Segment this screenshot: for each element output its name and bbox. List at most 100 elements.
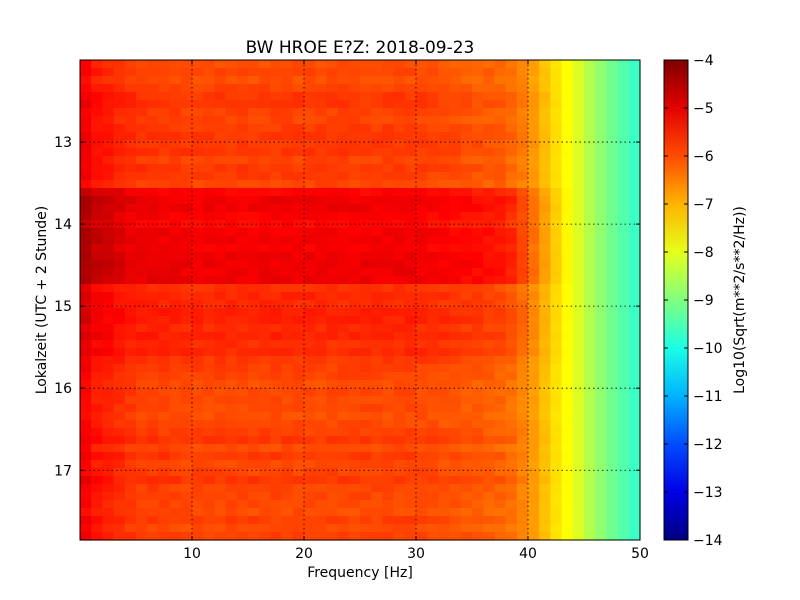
heatmap-cell <box>248 340 260 349</box>
heatmap-cell <box>483 364 495 373</box>
heatmap-cell <box>203 468 215 477</box>
heatmap-cell <box>270 388 283 397</box>
heatmap-cell <box>180 244 193 253</box>
heatmap-cell <box>595 116 607 125</box>
heatmap-cell <box>192 468 204 477</box>
heatmap-cell <box>595 84 607 93</box>
heatmap-cell <box>572 236 585 245</box>
heatmap-cell <box>516 84 529 93</box>
heatmap-cell <box>539 404 551 413</box>
heatmap-cell <box>427 500 439 509</box>
heatmap-cell <box>180 340 193 349</box>
heatmap-cell <box>561 132 574 141</box>
heatmap-cell <box>248 364 260 373</box>
heatmap-cell <box>304 180 316 189</box>
heatmap-cell <box>292 76 305 85</box>
heatmap-cell <box>483 428 495 437</box>
heatmap-cell <box>416 348 428 357</box>
heatmap-cell <box>572 188 585 197</box>
heatmap-cell <box>572 228 585 237</box>
heatmap-cell <box>136 124 148 133</box>
heatmap-cell <box>214 268 227 277</box>
heatmap-cell <box>360 260 372 269</box>
heatmap-cell <box>281 228 294 237</box>
heatmap-cell <box>572 196 585 205</box>
heatmap-cell <box>561 396 574 405</box>
heatmap-cell <box>203 204 215 213</box>
heatmap-cell <box>315 124 327 133</box>
heatmap-cell <box>248 436 260 445</box>
heatmap-cell <box>617 340 630 349</box>
heatmap-cell <box>561 476 574 485</box>
heatmap-cell <box>393 252 406 261</box>
heatmap-cell <box>102 244 115 253</box>
heatmap-cell <box>628 444 641 453</box>
heatmap-cell <box>326 444 339 453</box>
heatmap-cell <box>348 100 361 109</box>
heatmap-cell <box>606 228 619 237</box>
heatmap-cell <box>572 140 585 149</box>
heatmap-cell <box>584 396 596 405</box>
heatmap-cell <box>371 372 383 381</box>
heatmap-cell <box>326 532 339 541</box>
heatmap-cell <box>270 76 283 85</box>
heatmap-cell <box>225 524 238 533</box>
heatmap-cell <box>472 92 484 101</box>
heatmap-cell <box>360 276 372 285</box>
heatmap-cell <box>438 436 451 445</box>
heatmap-cell <box>169 164 182 173</box>
heatmap-cell <box>337 436 350 445</box>
heatmap-cell <box>393 84 406 93</box>
heatmap-cell <box>494 308 507 317</box>
heatmap-cell <box>460 116 473 125</box>
heatmap-cell <box>550 268 563 277</box>
heatmap-cell <box>584 276 596 285</box>
heatmap-cell <box>315 412 327 421</box>
heatmap-cell <box>460 196 473 205</box>
heatmap-cell <box>292 164 305 173</box>
heatmap-cell <box>360 324 372 333</box>
heatmap-cell <box>348 148 361 157</box>
heatmap-cell <box>102 132 115 141</box>
heatmap-cell <box>80 228 92 237</box>
heatmap-cell <box>180 260 193 269</box>
heatmap-cell <box>505 388 518 397</box>
heatmap-cell <box>113 212 126 221</box>
heatmap-cell <box>528 164 540 173</box>
heatmap-cell <box>326 348 339 357</box>
heatmap-cell <box>449 380 462 389</box>
heatmap-cell <box>449 156 462 165</box>
heatmap-cell <box>248 316 260 325</box>
heatmap-cell <box>472 348 484 357</box>
heatmap-cell <box>136 100 148 109</box>
heatmap-cell <box>584 316 596 325</box>
heatmap-cell <box>169 68 182 77</box>
heatmap-cell <box>214 108 227 117</box>
heatmap-cell <box>393 308 406 317</box>
heatmap-cell <box>304 260 316 269</box>
heatmap-cell <box>371 60 383 69</box>
heatmap-cell <box>382 132 395 141</box>
heatmap-cell <box>617 388 630 397</box>
heatmap-cell <box>180 300 193 309</box>
heatmap-cell <box>393 508 406 517</box>
heatmap-cell <box>337 516 350 525</box>
heatmap-cell <box>438 116 451 125</box>
heatmap-cell <box>460 92 473 101</box>
heatmap-cell <box>236 132 249 141</box>
heatmap-cell <box>80 356 92 365</box>
heatmap-cell <box>91 164 103 173</box>
heatmap-cell <box>304 508 316 517</box>
heatmap-cell <box>248 276 260 285</box>
heatmap-cell <box>169 508 182 517</box>
heatmap-cell <box>505 92 518 101</box>
heatmap-cell <box>348 308 361 317</box>
heatmap-cell <box>371 76 383 85</box>
heatmap-cell <box>382 156 395 165</box>
heatmap-cell <box>337 260 350 269</box>
heatmap-cell <box>371 196 383 205</box>
heatmap-cell <box>348 92 361 101</box>
heatmap-cell <box>203 372 215 381</box>
heatmap-cell <box>393 260 406 269</box>
heatmap-cell <box>416 60 428 69</box>
